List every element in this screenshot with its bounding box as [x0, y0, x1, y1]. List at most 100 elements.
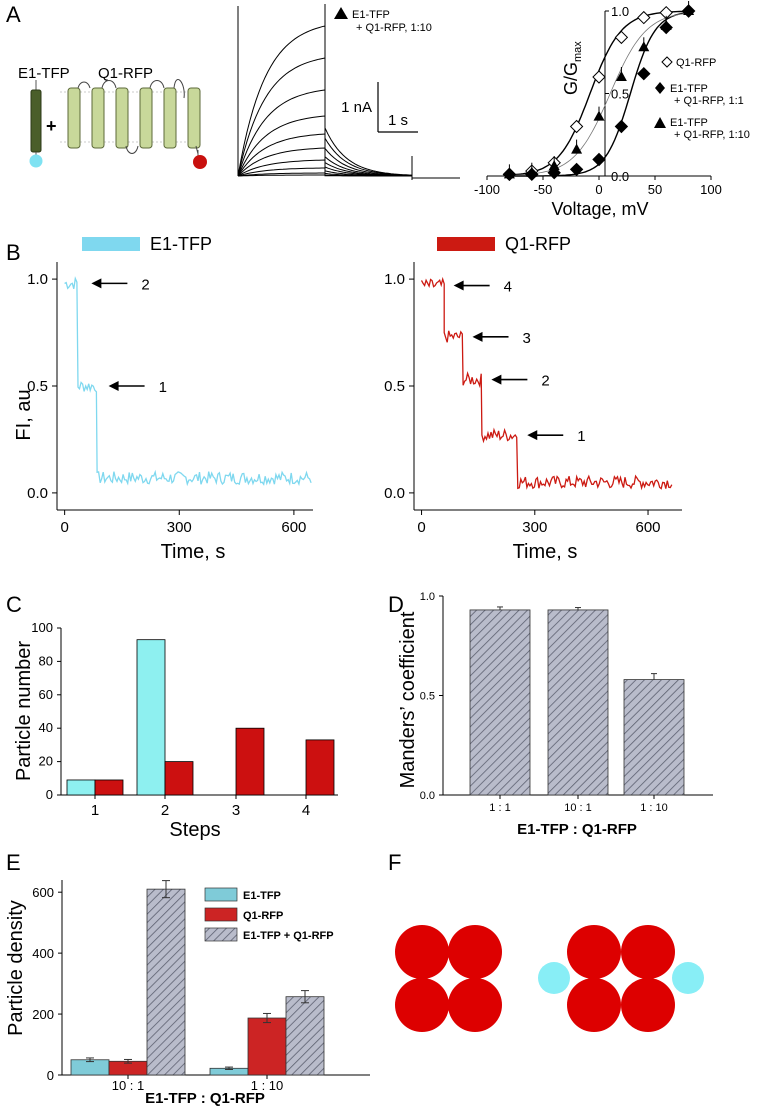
q1-helices [67, 87, 201, 149]
e-legend-swatch-q1 [204, 907, 238, 922]
gv-y-tick-label: 0.0 [611, 169, 629, 184]
c-x-tick-label: 4 [302, 802, 310, 819]
legend-q1-swatch [437, 237, 495, 251]
current-trace [237, 115, 460, 179]
panel-label-e: E [6, 850, 21, 875]
b-x-tick-label: 300 [522, 519, 547, 536]
gv-x-tick-label: -100 [474, 182, 500, 197]
q1-helix [163, 87, 177, 149]
d-x-tick-label: 1 : 1 [489, 802, 510, 814]
step-arrowhead [108, 381, 119, 391]
q1-helix [139, 87, 153, 149]
gv-point [614, 30, 629, 45]
gv-point [683, 5, 695, 15]
q1-subunit [395, 925, 449, 979]
q1-subunit [448, 925, 502, 979]
legend-e1-swatch [82, 237, 140, 251]
gv-point [526, 166, 538, 177]
c-y-tick-label: 80 [39, 653, 53, 668]
q1-rfp-schematic-label: Q1-RFP [98, 65, 153, 82]
q1-helix [115, 87, 129, 149]
current-traces: E1-TFP + Q1-RFP, 1:10 1 nA 1 s [237, 4, 460, 180]
legend-filled-triangle [654, 117, 666, 128]
gv-fit-curve [509, 11, 689, 177]
e-legend-both: E1-TFP + Q1-RFP [243, 930, 334, 942]
q1-subunit [567, 925, 621, 979]
b-y-tick-label: 0.5 [27, 378, 48, 395]
d-y-tick-label: 0.0 [420, 790, 435, 802]
q1-helix [67, 87, 81, 149]
gv-point [637, 10, 651, 25]
c-bar [136, 639, 166, 796]
c-y-tick-label: 0 [46, 787, 53, 802]
trace-legend-marker [334, 7, 348, 19]
panel-label-b: B [6, 240, 21, 265]
gv-y-tick-label: 1.0 [611, 4, 629, 19]
current-trace [237, 133, 460, 179]
q1-subunit [395, 978, 449, 1032]
e1-subunit [672, 962, 704, 994]
e-bar [146, 888, 186, 1076]
c-bar [235, 727, 265, 796]
c-x-tick-label: 2 [161, 802, 169, 819]
gv-fit-curve [509, 12, 689, 176]
c-y-tick-label: 20 [39, 754, 53, 769]
b-left-x-axis-label: Time, s [161, 541, 226, 563]
gv-point [571, 143, 583, 154]
gv-point [660, 19, 672, 30]
gv-legend-1-10-line1: E1-TFP [670, 117, 708, 129]
c-bar [164, 761, 194, 796]
e-legend-e1: E1-TFP [243, 890, 281, 902]
e-legend-swatch-e1 [204, 887, 238, 902]
c-bar [305, 739, 335, 796]
c-y-tick-label: 100 [31, 620, 53, 635]
q1-subunit [621, 925, 675, 979]
b-y-tick-label: 1.0 [384, 271, 405, 288]
q1-subunit [621, 978, 675, 1032]
gv-x-tick-label: -50 [534, 182, 553, 197]
gv-point [659, 5, 673, 20]
q1-helix [187, 87, 201, 149]
b-x-tick-label: 600 [281, 519, 306, 536]
panel-label-f: F [388, 850, 401, 875]
b-y-tick-label: 0.5 [384, 378, 405, 395]
legend-q1: Q1-RFP [505, 234, 571, 254]
gv-point [592, 152, 606, 167]
gv-x-tick-label: 50 [648, 182, 662, 197]
gv-fit-curve [509, 10, 689, 176]
time-scale-label: 1 s [388, 112, 408, 129]
gv-x-tick-label: 0 [595, 182, 602, 197]
gv-point [615, 71, 627, 81]
c-x-axis-label: Steps [169, 819, 220, 841]
b-y-tick-label: 0.0 [384, 485, 405, 502]
b-y-axis-label: FI, au [13, 389, 35, 440]
e1-helix [30, 89, 42, 153]
current-trace [237, 25, 460, 179]
e-y-tick-label: 400 [32, 946, 54, 961]
c-y-tick-label: 40 [39, 720, 53, 735]
b-y-tick-label: 1.0 [27, 271, 48, 288]
e-x-tick-label: 1 : 10 [251, 1078, 284, 1093]
d-x-axis-label: E1-TFP : Q1-RFP [517, 821, 637, 838]
gv-point [592, 70, 606, 84]
gv-point [638, 41, 650, 52]
gv-legend-1-1-line1: E1-TFP [670, 83, 708, 95]
q1-subunit [567, 978, 621, 1032]
gv-point [614, 119, 629, 134]
step-arrow-label: 2 [541, 373, 549, 390]
channel-schematic: E1-TFP Q1-RFP + [18, 65, 207, 169]
b-x-tick-label: 0 [60, 519, 68, 536]
d-y-tick-label: 1.0 [420, 591, 435, 603]
density-chart: Particle density E1-TFP : Q1-RFP E1-TFP … [5, 880, 370, 1107]
current-scale-label: 1 nA [341, 99, 372, 116]
gv-point [637, 66, 651, 81]
gv-point [548, 160, 560, 171]
c-y-tick-label: 60 [39, 687, 53, 702]
c-bar [94, 779, 124, 796]
gv-legend-1-1-line2: + Q1-RFP, 1:1 [674, 95, 744, 107]
current-trace [237, 174, 460, 179]
trace-legend-line1: E1-TFP [352, 9, 390, 21]
legend-filled-diamond [655, 82, 665, 94]
stoichiometry-model [395, 925, 704, 1032]
plus-sign: + [46, 116, 57, 136]
